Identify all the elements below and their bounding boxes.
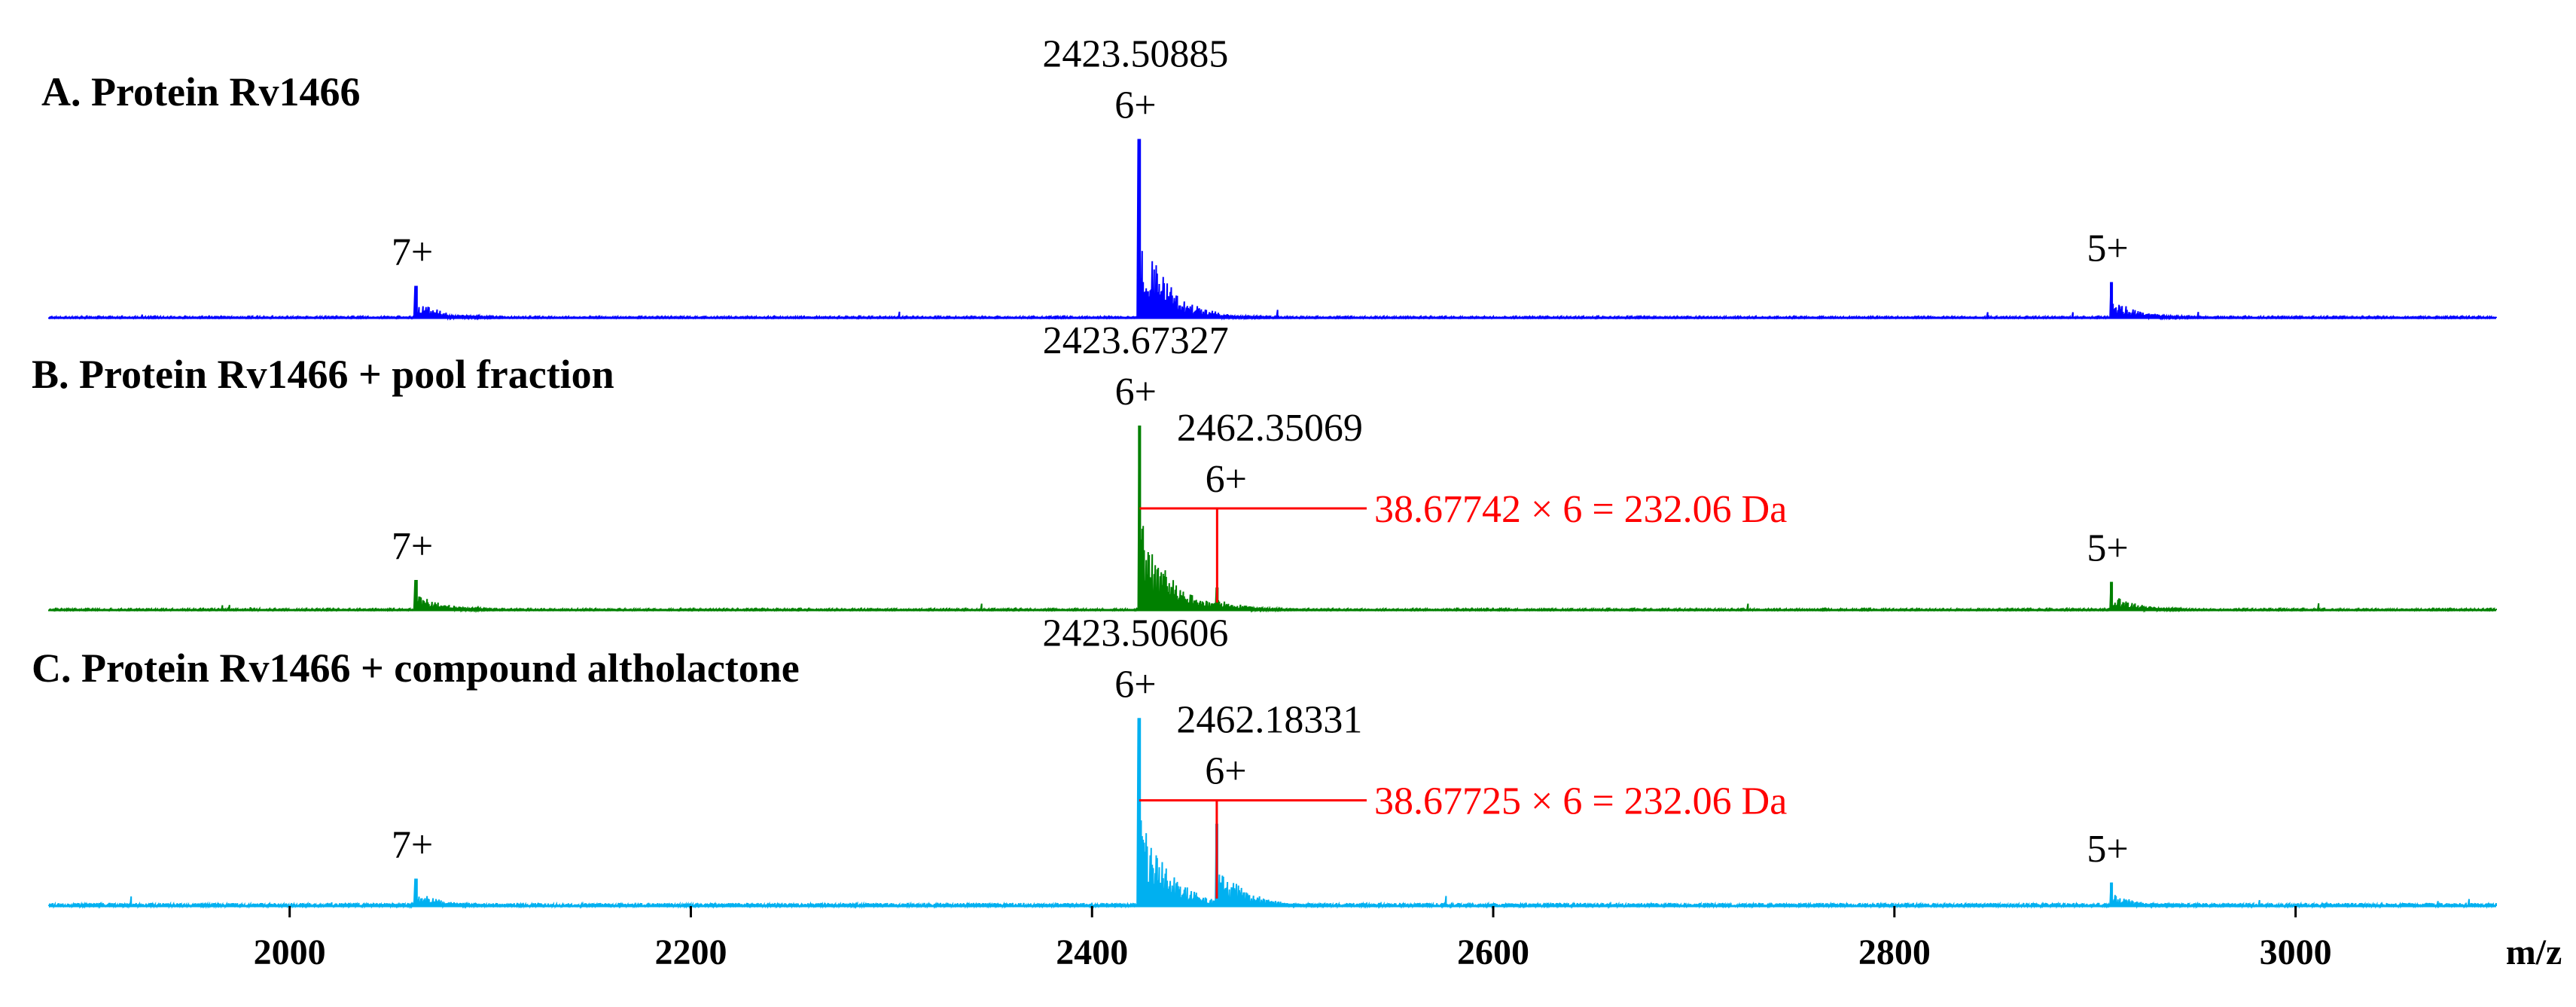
- charge-label: 6+: [1206, 458, 1247, 501]
- charge-label: 6+: [1115, 371, 1157, 413]
- spectrum-panel-1: A. Protein Rv1466 7+ 6+ 2423.50885 5+: [41, 33, 2497, 321]
- x-axis: 2000 2200 2400 2600 2800 3000 m/z: [254, 906, 2562, 972]
- mz-label: 2423.67327: [1043, 319, 1229, 362]
- mz-label: 2462.18331: [1176, 699, 1362, 742]
- charge-label: 7+: [392, 824, 433, 867]
- x-tick-label: 2000: [254, 932, 326, 972]
- x-axis-label: m/z: [2506, 932, 2562, 972]
- mz-label: 2462.35069: [1177, 407, 1363, 450]
- spectrum-panel-2: B. Protein Rv1466 + pool fraction 7+ 6+ 242…: [32, 319, 2497, 613]
- x-tick-label: 2800: [1858, 932, 1931, 972]
- panel-title: A. Protein Rv1466: [41, 69, 360, 114]
- x-tick-label: 3000: [2260, 932, 2332, 972]
- charge-label: 7+: [392, 231, 433, 274]
- mz-label: 2423.50885: [1042, 33, 1228, 76]
- x-tick-label: 2400: [1056, 932, 1128, 972]
- x-tick-label: 2200: [654, 932, 727, 972]
- charge-label: 5+: [2087, 527, 2128, 570]
- panel-title: B. Protein Rv1466 + pool fraction: [32, 352, 614, 397]
- mz-label: 2423.50606: [1042, 612, 1228, 655]
- charge-label: 7+: [392, 525, 433, 568]
- spectrum-panel-3: C. Protein Rv1466 + compound altholacton…: [32, 612, 2497, 909]
- mass-shift-label: 38.67742 × 6 = 232.06 Da: [1374, 488, 1787, 531]
- charge-label: 5+: [2087, 227, 2128, 270]
- x-tick-label: 2600: [1457, 932, 1529, 972]
- charge-label: 6+: [1205, 750, 1246, 793]
- charge-label: 6+: [1114, 663, 1156, 706]
- charge-label: 5+: [2087, 828, 2128, 871]
- panel-title: C. Protein Rv1466 + compound altholacton…: [32, 645, 800, 691]
- spectrum-trace: [48, 718, 2497, 909]
- mass-shift-label: 38.67725 × 6 = 232.06 Da: [1374, 780, 1787, 823]
- charge-label: 6+: [1114, 84, 1156, 127]
